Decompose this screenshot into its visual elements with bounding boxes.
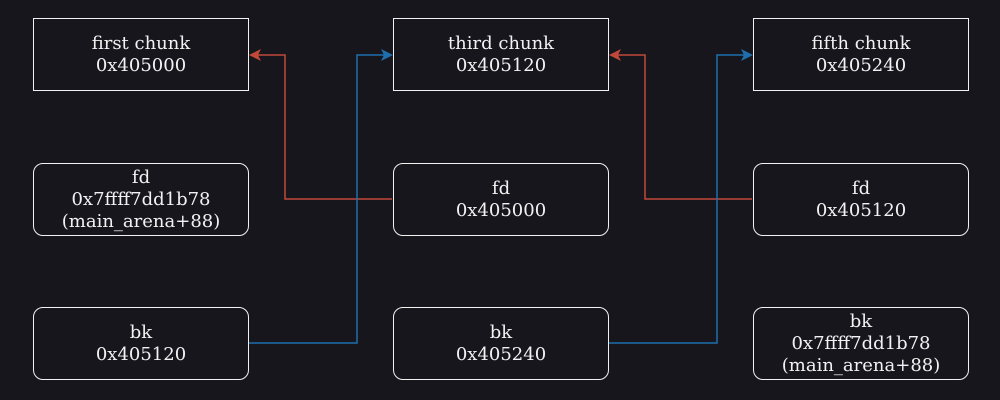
field-note: (main_arena+88) bbox=[61, 210, 221, 232]
chunk-address: 0x405240 bbox=[815, 54, 907, 76]
field-value: 0x7ffff7dd1b78 bbox=[791, 332, 931, 354]
field-value: 0x405120 bbox=[95, 343, 187, 365]
field-value: 0x7ffff7dd1b78 bbox=[71, 188, 211, 210]
chunk-address: 0x405120 bbox=[455, 54, 547, 76]
chunk-title: first chunk bbox=[91, 32, 191, 54]
first-chunk-fd-box: fd 0x7ffff7dd1b78 (main_arena+88) bbox=[33, 163, 249, 236]
chunk-address: 0x405000 bbox=[95, 54, 187, 76]
first-chunk-bk-box: bk 0x405120 bbox=[33, 307, 249, 380]
first-chunk-box: first chunk 0x405000 bbox=[33, 18, 249, 91]
field-label: bk bbox=[489, 321, 513, 343]
bk-arrow-third-to-fifth bbox=[609, 49, 753, 344]
fd-arrow-fifth-to-third bbox=[609, 49, 752, 200]
field-label: bk bbox=[129, 321, 153, 343]
fifth-chunk-box: fifth chunk 0x405240 bbox=[753, 18, 969, 91]
fifth-chunk-fd-box: fd 0x405120 bbox=[753, 163, 969, 236]
field-value: 0x405120 bbox=[815, 199, 907, 221]
chunk-title: fifth chunk bbox=[811, 32, 911, 54]
third-chunk-bk-box: bk 0x405240 bbox=[393, 307, 609, 380]
field-value: 0x405000 bbox=[455, 199, 547, 221]
chunk-title: third chunk bbox=[447, 32, 555, 54]
field-note: (main_arena+88) bbox=[781, 354, 941, 376]
field-value: 0x405240 bbox=[455, 343, 547, 365]
field-label: fd bbox=[491, 177, 511, 199]
third-chunk-fd-box: fd 0x405000 bbox=[393, 163, 609, 236]
field-label: bk bbox=[849, 310, 873, 332]
fifth-chunk-bk-box: bk 0x7ffff7dd1b78 (main_arena+88) bbox=[753, 307, 969, 380]
field-label: fd bbox=[851, 177, 871, 199]
fd-arrow-third-to-first bbox=[249, 49, 392, 200]
bk-arrow-first-to-third bbox=[249, 49, 393, 344]
field-label: fd bbox=[131, 166, 151, 188]
third-chunk-box: third chunk 0x405120 bbox=[393, 18, 609, 91]
